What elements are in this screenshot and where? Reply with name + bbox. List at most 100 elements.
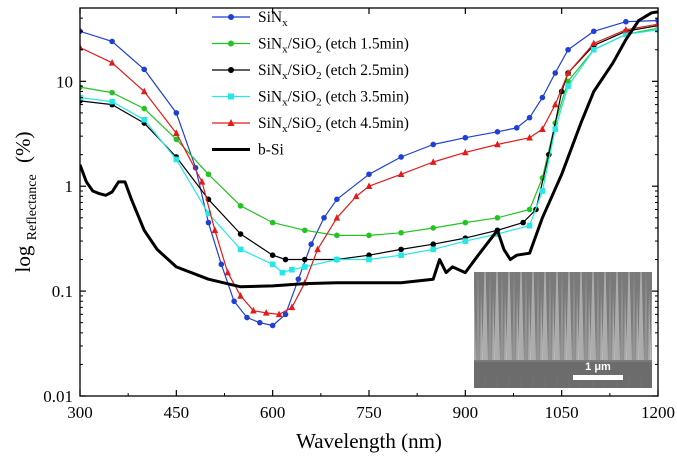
x-tick-label: 300: [67, 403, 93, 422]
x-tick-label: 600: [260, 403, 286, 422]
data-point: [565, 78, 571, 85]
series-line: [80, 25, 658, 261]
legend-item: SiNx/SiO2 (etch 2.5min): [212, 62, 409, 82]
data-point: [173, 110, 180, 116]
data-point: [526, 114, 533, 121]
data-point: [244, 314, 250, 321]
data-point: [301, 227, 308, 234]
data-point: [250, 306, 257, 314]
data-point: [321, 214, 327, 221]
data-point: [430, 225, 437, 231]
series-4: [80, 20, 658, 318]
y-axis-title-subscript: Reflectance: [25, 174, 40, 240]
data-point: [539, 94, 546, 101]
data-point: [218, 261, 225, 268]
data-point: [228, 67, 234, 73]
data-point: [398, 246, 404, 253]
data-point: [590, 28, 597, 35]
y-tick-label: 1: [65, 177, 74, 196]
data-point: [462, 219, 469, 226]
series-0: [80, 17, 658, 329]
data-point: [109, 89, 115, 96]
data-point: [301, 264, 308, 270]
data-point: [141, 66, 148, 73]
data-point: [366, 256, 372, 263]
data-point: [269, 261, 276, 268]
data-point: [365, 182, 373, 190]
x-tick-label: 900: [453, 403, 479, 422]
legend-item: SiNx/SiO2 (etch 4.5min): [212, 115, 409, 135]
data-point: [526, 206, 533, 213]
data-point: [108, 59, 116, 66]
data-point: [398, 252, 404, 258]
data-point: [513, 125, 520, 131]
data-point: [565, 46, 571, 53]
data-point: [205, 171, 212, 178]
data-point: [397, 170, 405, 178]
data-point: [552, 126, 559, 132]
data-point: [654, 20, 658, 28]
legend-label: b-Si: [258, 142, 285, 159]
data-point: [257, 319, 263, 326]
data-point: [211, 226, 219, 234]
data-point: [429, 158, 437, 165]
data-point: [494, 214, 501, 221]
data-point: [366, 252, 372, 258]
data-point: [173, 156, 180, 163]
data-point: [269, 252, 276, 258]
legend-item: SiNx/SiO2 (etch 1.5min): [212, 36, 409, 56]
series-3: [80, 26, 658, 276]
data-point: [314, 245, 321, 253]
data-point: [289, 266, 295, 273]
data-point: [590, 39, 598, 47]
data-point: [173, 136, 180, 143]
data-point: [109, 38, 115, 45]
series-line: [80, 10, 658, 289]
data-point: [80, 43, 84, 51]
series-layer: [80, 10, 658, 329]
legend-label: SiNx: [258, 9, 288, 29]
data-point: [430, 241, 437, 248]
data-point: [526, 133, 533, 141]
x-tick-label: 1050: [545, 403, 579, 422]
data-point: [539, 188, 546, 194]
data-point: [622, 25, 630, 33]
data-point: [262, 309, 270, 316]
legend: SiNx SiNx/SiO2 (etch 1.5min) SiNx/SiO2 (et…: [212, 9, 409, 159]
series-line: [80, 23, 658, 315]
data-point: [237, 203, 244, 209]
data-point: [198, 178, 206, 185]
data-point: [288, 303, 296, 311]
data-point: [279, 269, 286, 276]
data-point: [228, 93, 234, 100]
data-point: [565, 83, 571, 89]
data-point: [275, 310, 283, 318]
sem-scale-bar: [573, 375, 623, 380]
data-point: [140, 87, 148, 95]
y-tick-label: 10: [56, 72, 73, 91]
data-point: [173, 129, 180, 137]
x-tick-label: 750: [356, 403, 382, 422]
data-point: [430, 246, 437, 253]
data-point: [237, 231, 244, 237]
legend-item: b-Si: [212, 142, 285, 159]
legend-label: SiNx/SiO2 (etch 1.5min): [258, 36, 409, 56]
data-point: [462, 134, 469, 141]
legend-item: SiNx/SiO2 (etch 3.5min): [212, 89, 409, 109]
data-point: [366, 232, 372, 239]
data-point: [269, 219, 276, 226]
legend-item: SiNx: [212, 9, 288, 29]
data-point: [269, 322, 276, 329]
x-axis-title: Wavelength (nm): [296, 429, 442, 453]
data-point: [398, 229, 404, 236]
data-point: [494, 129, 501, 135]
svg-text:log Reflectance (%: log Reflectance (%): [11, 132, 41, 273]
data-point: [205, 210, 212, 217]
data-point: [398, 154, 404, 160]
data-point: [520, 219, 526, 226]
data-point: [462, 148, 469, 156]
data-point: [430, 141, 437, 148]
y-tick-label: 0.1: [52, 282, 73, 301]
data-point: [551, 100, 559, 108]
data-point: [282, 256, 289, 263]
